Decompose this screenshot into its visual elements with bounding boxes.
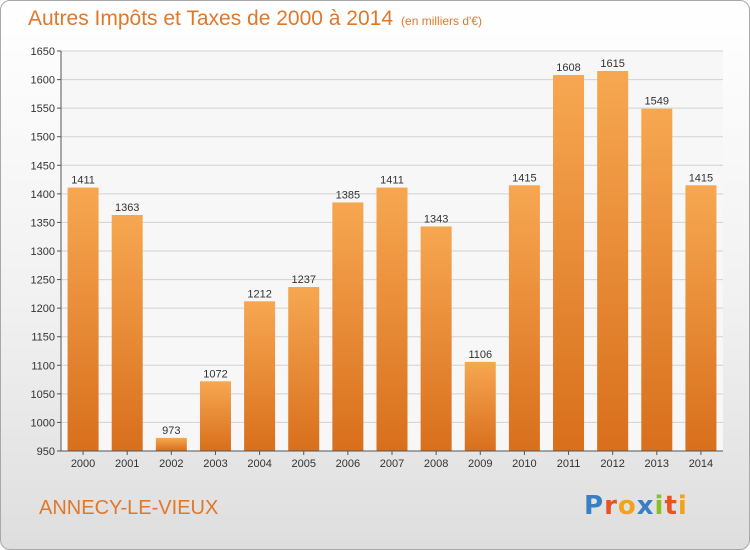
y-tick-label: 950 [37,446,55,458]
y-tick-label: 1050 [31,389,55,401]
logo-letter: P [584,491,605,521]
bar-2006 [332,202,364,451]
x-tick-label: 2013 [645,458,669,470]
logo-letter: t [664,491,678,521]
value-label-2011: 1608 [556,62,580,74]
x-tick-label: 2007 [380,458,404,470]
chart-title-text: Autres Impôts et Taxes de 2000 à 2014 [28,7,394,30]
value-label-2005: 1237 [291,274,315,286]
y-tick-label: 1550 [31,103,55,115]
value-label-2012: 1615 [600,58,624,70]
proxiti-logo: Proxiti [584,491,688,521]
value-labels: 1411 1363 973 1072 1212 1237 1385 1411 1343 1106 1… [71,58,713,437]
x-tick-label: 2005 [291,458,315,470]
x-tick-label: 2012 [600,458,624,470]
value-label-2013: 1549 [645,96,669,108]
bar-2007 [376,187,408,452]
x-tick-label: 2003 [203,458,227,470]
bar-2003 [199,381,231,451]
value-label-2010: 1415 [512,172,536,184]
value-label-2004: 1212 [247,288,271,300]
x-tick-label: 2008 [424,458,448,470]
logo-letter: o [617,491,637,521]
logo-letter: x [636,491,655,521]
x-tick-label: 2002 [159,458,183,470]
y-tick-label: 1150 [31,332,55,344]
bar-2005 [288,287,320,451]
y-tick-label: 1450 [31,160,55,172]
y-tick-label: 1250 [31,275,55,287]
x-tick-label: 2009 [468,458,492,470]
value-label-2007: 1411 [380,175,404,187]
x-tick-label: 2011 [557,458,581,470]
value-label-2014: 1415 [689,172,713,184]
value-label-2008: 1343 [424,213,448,225]
logo-letter: r [604,491,618,521]
x-tick-label: 2004 [247,458,271,470]
city-name: ANNECY-LE-VIEUX [39,497,219,519]
y-tick-label: 1500 [31,132,55,144]
x-tick-label: 2001 [115,458,139,470]
bar-2004 [244,301,276,451]
chart-title: Autres Impôts et Taxes de 2000 à 2014 (en… [28,7,482,31]
y-tick-label: 1000 [31,417,55,429]
y-tick-label: 1100 [31,360,55,372]
x-axis: 2000 2001 2002 2003 2004 2005 2006 2007 2008 2009… [61,450,723,470]
value-label-2003: 1072 [203,368,227,380]
bar-2014 [685,185,717,452]
logo-letter: i [654,491,665,521]
bar-2009 [464,361,496,451]
bar-2008 [420,226,452,451]
bar-2011 [553,75,585,451]
chart-subtitle: (en milliers d'€) [401,14,483,28]
x-tick-label: 2000 [71,458,95,470]
x-tick-label: 2014 [689,458,713,470]
bars-group [67,71,717,452]
y-tick-label: 1200 [31,303,55,315]
y-tick-label: 1600 [31,75,55,87]
bar-2013 [641,108,673,451]
logo-letter: i [677,491,688,521]
bar-2010 [508,185,540,452]
y-tick-label: 1400 [31,189,55,201]
x-tick-label: 2010 [512,458,536,470]
value-label-2009: 1106 [468,349,492,361]
value-label-2006: 1385 [336,189,360,201]
x-tick-label: 2006 [336,458,360,470]
y-tick-label: 1650 [31,46,55,58]
value-label-2002: 973 [162,425,180,437]
y-tick-label: 1350 [31,217,55,229]
bar-2002 [155,437,187,451]
bar-2000 [67,187,99,452]
bar-2001 [111,215,143,451]
y-tick-label: 1300 [31,246,55,258]
y-axis: 950 1000 1050 1100 1150 1200 1250 1300 1350 1400 1… [31,46,62,458]
bar-2012 [597,71,629,451]
value-label-2000: 1411 [71,175,95,187]
value-label-2001: 1363 [115,202,139,214]
